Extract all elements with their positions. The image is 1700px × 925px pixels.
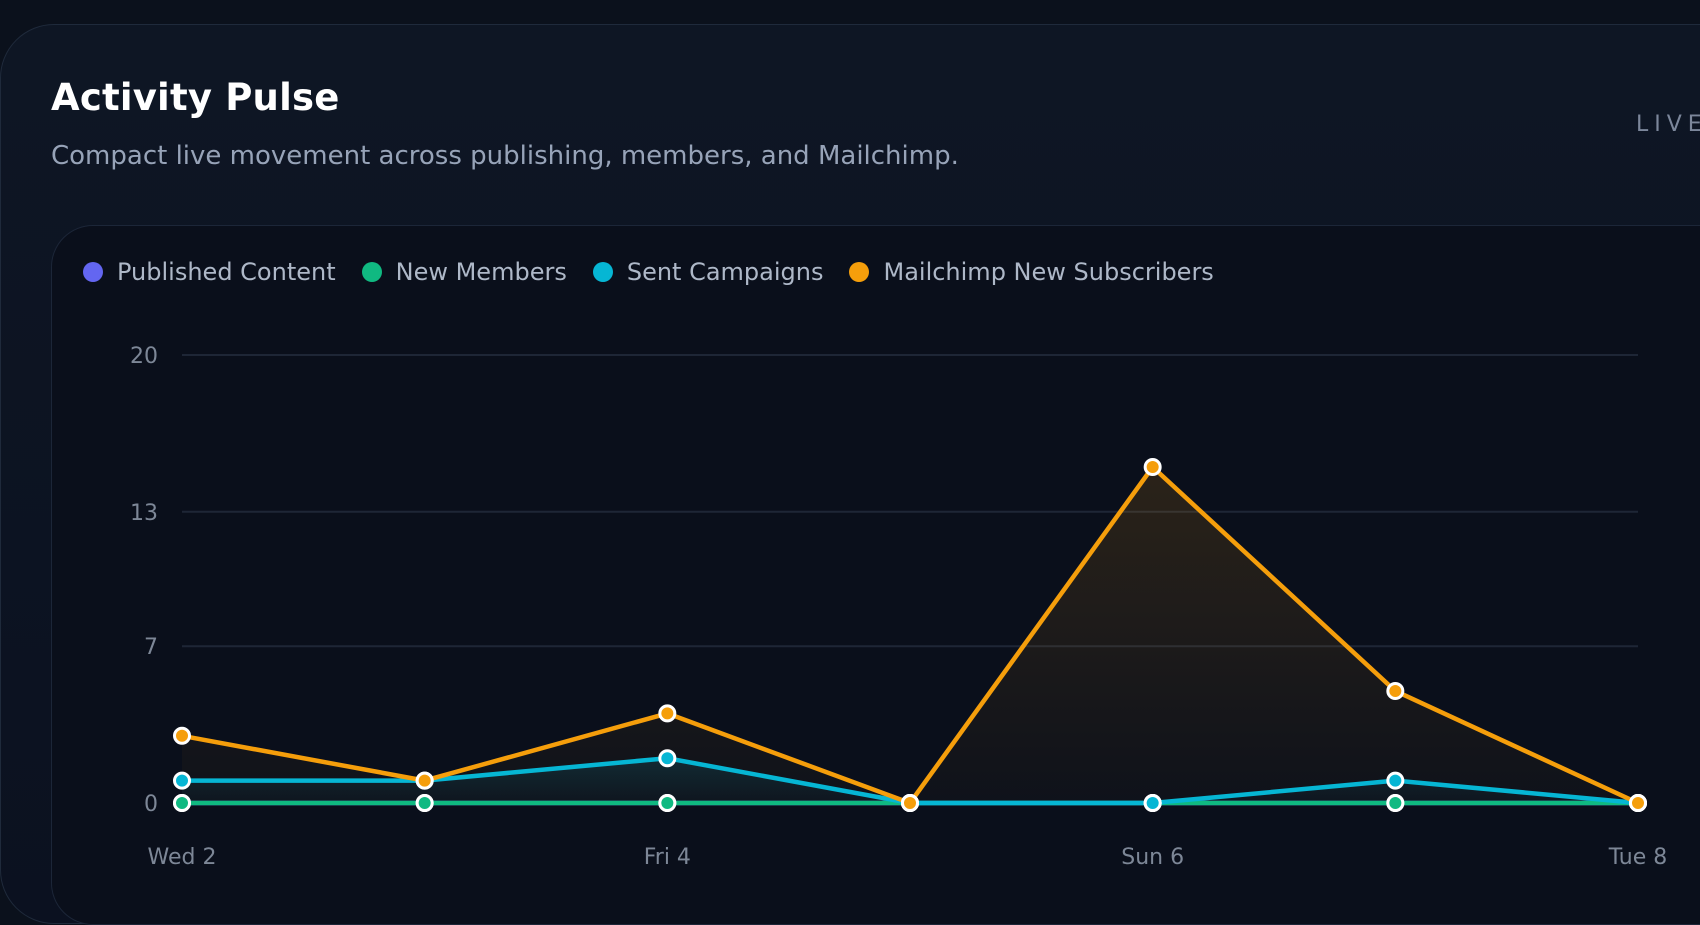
y-tick-label: 13: [130, 501, 158, 526]
legend-item[interactable]: Mailchimp New Subscribers: [849, 258, 1214, 286]
legend-dot-icon: [83, 262, 103, 282]
x-tick-label: Wed 2: [148, 845, 217, 870]
legend-dot-icon: [592, 262, 613, 282]
page-subtitle: Compact live movement across publishing,…: [51, 141, 959, 171]
chart-panel: [51, 225, 1700, 925]
data-point[interactable]: [658, 794, 677, 812]
data-point[interactable]: [1386, 682, 1405, 700]
data-point[interactable]: [173, 771, 191, 790]
chart-legend: Published Content New Members Sent Campaig…: [83, 258, 1214, 286]
data-point[interactable]: [415, 794, 434, 812]
data-point[interactable]: [658, 749, 677, 768]
data-point[interactable]: [173, 794, 191, 812]
y-tick-label: 0: [144, 792, 158, 817]
legend-item[interactable]: Published Content: [83, 258, 336, 286]
activity-line-chart: 0 7 13 20 Wed 2 Fri 4 Sun 6 Tue 8: [130, 344, 1668, 870]
data-point[interactable]: [1386, 771, 1405, 790]
data-point[interactable]: [415, 771, 434, 790]
data-point[interactable]: [1629, 794, 1647, 812]
data-point[interactable]: [173, 726, 191, 745]
x-tick-label: Fri 4: [644, 845, 691, 870]
data-point[interactable]: [1143, 794, 1162, 812]
data-point[interactable]: [658, 704, 677, 723]
series-area: [182, 467, 1638, 803]
data-point[interactable]: [901, 794, 919, 812]
x-tick-label: Sun 6: [1121, 845, 1184, 870]
data-point[interactable]: [1143, 458, 1162, 476]
legend-item[interactable]: New Members: [361, 258, 567, 286]
legend-label: Published Content: [117, 258, 336, 286]
legend-dot-icon: [361, 262, 382, 282]
x-tick-label: Tue 8: [1608, 845, 1668, 870]
y-tick-label: 7: [144, 635, 158, 660]
page-title: Activity Pulse: [51, 76, 340, 119]
legend-label: Sent Campaigns: [626, 258, 824, 286]
legend-label: Mailchimp New Subscribers: [883, 258, 1214, 286]
y-tick-label: 20: [130, 344, 158, 369]
live-status-label: LIVE: [1636, 112, 1700, 137]
legend-dot-icon: [849, 262, 870, 282]
data-point[interactable]: [1386, 794, 1405, 812]
legend-item[interactable]: Sent Campaigns: [592, 258, 824, 286]
legend-label: New Members: [395, 258, 567, 286]
